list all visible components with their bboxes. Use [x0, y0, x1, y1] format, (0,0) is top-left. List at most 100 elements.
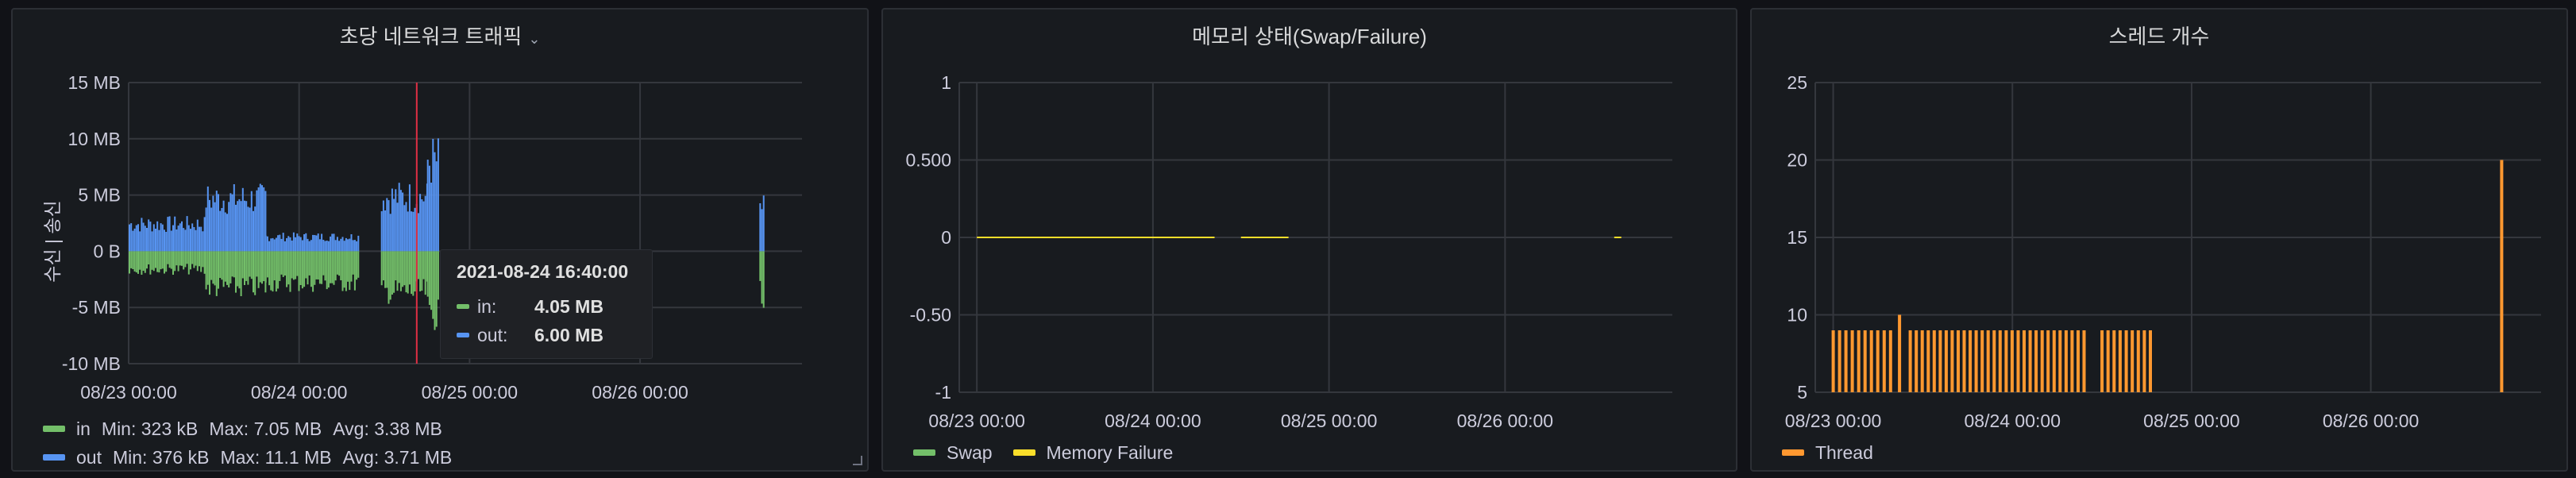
series-bar-in: [130, 251, 133, 268]
series-bar-out: [391, 188, 393, 252]
legend-item-memory-failure[interactable]: Memory Failure: [1012, 441, 1174, 464]
series-bar-in: [199, 251, 200, 267]
series-bar-in: [292, 251, 295, 280]
y-tick-label: 5: [1797, 382, 1807, 403]
series-bar-in: [228, 251, 230, 287]
series-bar-out: [206, 186, 209, 252]
series-bar-out: [296, 233, 299, 252]
series-bar-in: [759, 251, 762, 281]
memory-status-chart[interactable]: 1 0.500 0 -0.50 -1 08/23 00:00 08/24 00:00 08/2…: [883, 10, 1739, 473]
series-bar-thread: [1986, 330, 1990, 392]
series-bar-in: [327, 251, 330, 288]
series-bar-in: [155, 251, 156, 268]
x-tick-label: 08/26 00:00: [1457, 411, 1554, 431]
y-tick-label: 0.500: [905, 150, 951, 171]
series-bar-out: [353, 240, 356, 252]
series-bar-out: [334, 240, 337, 252]
series-bar-in: [282, 251, 284, 277]
series-bar-in: [761, 251, 763, 304]
series-bar-thread: [1950, 330, 1954, 392]
series-bar-in: [426, 251, 429, 297]
series-bar-in: [312, 251, 314, 292]
legend-item-swap[interactable]: Swap: [913, 442, 993, 464]
series-bar-thread: [1882, 330, 1886, 392]
series-bar-in: [432, 251, 434, 319]
series-bar-in: [191, 251, 194, 264]
network-legend: in Min: 323 kB Max: 7.05 MB Avg: 3.38 MB…: [43, 414, 463, 472]
series-bar-in: [135, 251, 137, 273]
series-bar-in: [263, 251, 265, 282]
network-traffic-chart[interactable]: 15 MB 10 MB 5 MB 0 B -5 MB -10 MB 08/23 00:00 0…: [13, 10, 870, 473]
series-bar-in: [434, 251, 436, 330]
y-tick-label: 10: [1787, 305, 1807, 326]
series-bar-in: [181, 251, 183, 266]
x-tick-label: 08/25 00:00: [422, 382, 519, 403]
series-bar-out: [177, 226, 179, 252]
series-bar-out: [196, 219, 199, 252]
series-bar-out: [149, 222, 152, 252]
tooltip-row-in: in: 4.05 MB: [457, 292, 636, 321]
series-bar-in: [148, 251, 150, 264]
series-bar-in: [345, 251, 347, 291]
series-bar-in: [158, 251, 160, 273]
panel-title[interactable]: 메모리 상태(Swap/Failure): [1192, 25, 1427, 48]
series-bar-out: [141, 218, 143, 252]
series-bar-out: [356, 241, 358, 252]
series-bar-out: [151, 231, 153, 252]
series-bar-in: [287, 251, 290, 285]
series-bar-thread: [1844, 330, 1848, 392]
series-bar-out: [310, 240, 312, 252]
series-bar-out: [333, 233, 335, 252]
series-bar-out: [222, 200, 225, 252]
series-bar-out: [254, 206, 256, 252]
series-bar-thread: [1888, 330, 1892, 392]
chevron-down-icon[interactable]: ⌄: [528, 31, 541, 47]
series-bar-thread: [1944, 330, 1948, 392]
series-bar-thread: [2040, 330, 2044, 392]
series-bar-out: [142, 222, 145, 252]
resize-handle[interactable]: [853, 456, 862, 465]
y-tick-label: 25: [1787, 72, 1807, 93]
series-bar-out: [272, 237, 274, 252]
legend-swatch: [1782, 449, 1804, 456]
series-bar-out: [432, 138, 434, 252]
thread-count-chart[interactable]: 25 20 15 10 5 08/23 00:00 08/24 00:00 08/25 00:…: [1752, 10, 2570, 473]
series-bar-thread: [2106, 330, 2110, 392]
series-bar-in: [209, 251, 210, 295]
series-bar-in: [384, 251, 387, 288]
series-bar-out: [205, 207, 207, 252]
series-bar-thread: [2112, 330, 2116, 392]
series-bar-out: [411, 211, 413, 252]
legend-item-out[interactable]: out Min: 376 kB Max: 11.1 MB Avg: 3.71 M…: [43, 443, 463, 472]
legend-item-thread[interactable]: Thread: [1782, 442, 1873, 463]
series-bar-in: [340, 251, 342, 280]
series-bar-out: [287, 236, 290, 252]
legend-swatch: [1012, 449, 1035, 456]
series-bar-in: [187, 251, 190, 275]
y-tick-label: 5 MB: [78, 185, 121, 206]
legend-max: Max: 11.1 MB: [220, 446, 332, 468]
series-bar-out: [357, 235, 360, 252]
series-bar-in: [172, 251, 174, 275]
series-bar-in: [214, 251, 216, 286]
series-bar-out: [184, 229, 187, 252]
panel-title[interactable]: 스레드 개수: [2108, 25, 2210, 48]
legend-label: Memory Failure: [1046, 441, 1174, 463]
legend-item-in[interactable]: in Min: 323 kB Max: 7.05 MB Avg: 3.38 MB: [43, 414, 463, 443]
series-bar-in: [133, 251, 136, 272]
series-bar-thread: [1850, 330, 1854, 392]
series-bar-in: [195, 251, 197, 266]
series-bar-in: [139, 251, 141, 270]
series-bar-in: [412, 251, 415, 296]
series-bar-in: [407, 251, 409, 294]
series-bar-thread: [1926, 330, 1930, 392]
series-bar-thread: [2028, 330, 2032, 392]
x-tick-label: 08/25 00:00: [2143, 411, 2240, 431]
series-bar-out: [170, 230, 172, 252]
series-bar-in: [170, 251, 172, 269]
legend-row: Swap Memory Failure: [913, 441, 1174, 464]
series-bar-in: [414, 251, 416, 292]
panel-title[interactable]: 초당 네트워크 트래픽 ⌄: [339, 25, 541, 48]
series-bar-in: [273, 251, 276, 281]
series-bar-in: [177, 251, 179, 272]
